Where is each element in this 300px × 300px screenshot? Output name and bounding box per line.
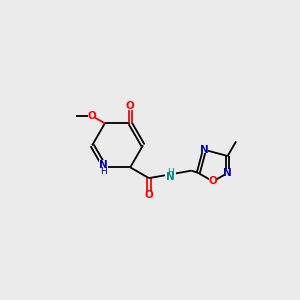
FancyBboxPatch shape (88, 112, 95, 119)
Text: N: N (99, 160, 108, 170)
Text: O: O (208, 176, 217, 186)
Text: N: N (223, 168, 232, 178)
Text: H: H (167, 168, 173, 177)
Text: N: N (200, 145, 209, 155)
Text: O: O (87, 111, 96, 121)
FancyBboxPatch shape (145, 192, 153, 199)
FancyBboxPatch shape (224, 169, 232, 176)
FancyBboxPatch shape (165, 170, 176, 178)
FancyBboxPatch shape (209, 178, 217, 185)
Text: H: H (100, 167, 107, 176)
FancyBboxPatch shape (201, 146, 208, 153)
Text: O: O (145, 190, 153, 200)
FancyBboxPatch shape (99, 160, 108, 174)
FancyBboxPatch shape (126, 103, 134, 110)
Text: O: O (126, 101, 135, 111)
Text: N: N (166, 172, 175, 182)
